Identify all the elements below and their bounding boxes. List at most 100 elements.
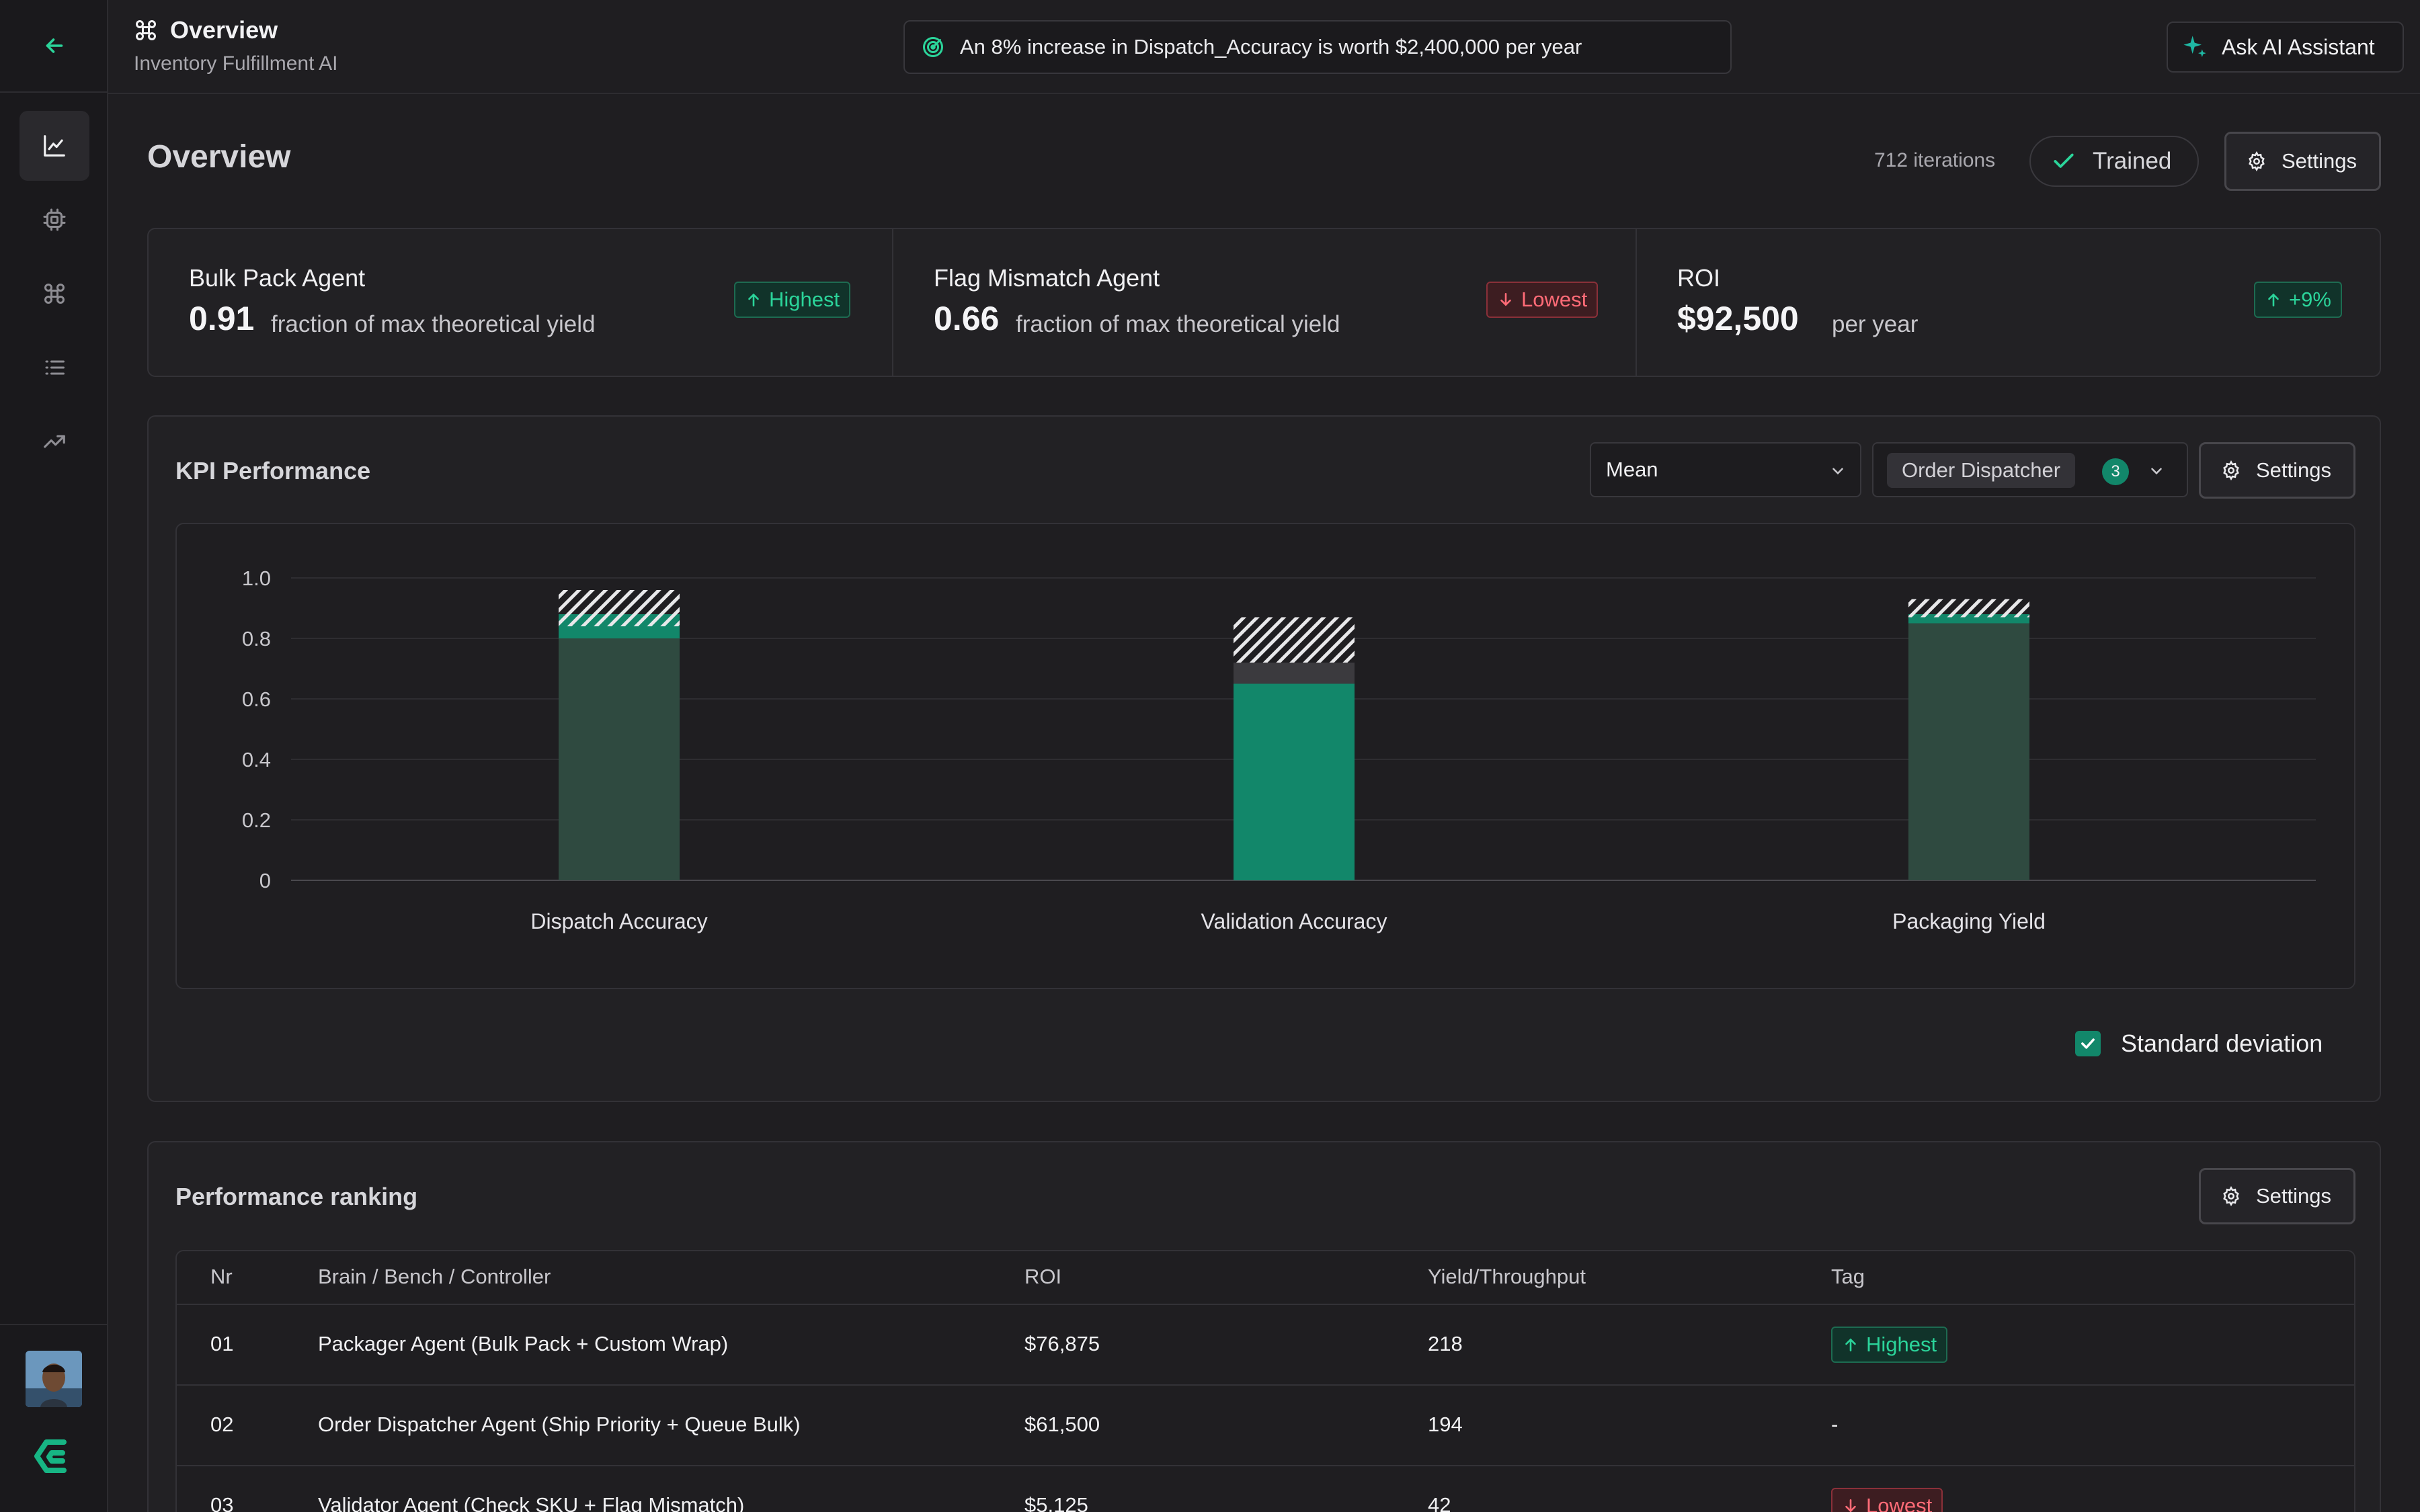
x-category-label: Validation Accuracy — [1201, 909, 1387, 933]
gear-icon — [2223, 1186, 2239, 1206]
stddev-checkbox[interactable] — [2075, 1031, 2101, 1056]
column-header-roi[interactable]: ROI — [1024, 1265, 1062, 1288]
settings-label: Settings — [2256, 1184, 2332, 1208]
stat-unit: fraction of max theoretical yield — [271, 311, 596, 337]
column-header-name[interactable]: Brain / Bench / Controller — [318, 1265, 551, 1288]
app-title: Overview — [134, 16, 278, 44]
row-nr: 01 — [210, 1332, 234, 1355]
badge-label: Lowest — [1521, 288, 1588, 311]
chip-icon — [43, 208, 65, 231]
table-row[interactable]: 01 Packager Agent (Bulk Pack + Custom Wr… — [177, 1305, 2354, 1386]
row-tag: - — [1831, 1413, 1839, 1436]
sparkle-icon — [2183, 36, 2206, 57]
check-icon — [2081, 1038, 2095, 1049]
row-yield: 42 — [1428, 1493, 1451, 1512]
bar-stddev-upper — [1908, 599, 2029, 614]
tag-label: Lowest — [1866, 1494, 1933, 1512]
target-icon — [923, 37, 943, 57]
x-category-label: Dispatch Accuracy — [530, 909, 707, 933]
kpi-bar-chart: 0 0.2 0.4 0.6 0.8 1.0 Dispatch Accuracy Validat… — [242, 566, 2316, 933]
row-name: Validator Agent (Check SKU + Flag Mismat… — [318, 1493, 745, 1512]
list-icon — [45, 360, 65, 375]
bar-accent — [559, 626, 680, 638]
column-header-tag[interactable]: Tag — [1831, 1265, 1865, 1288]
settings-label: Settings — [2256, 458, 2332, 482]
sidebar-item-components[interactable] — [19, 259, 89, 329]
y-tick-label: 0 — [259, 869, 271, 892]
bar-stddev-upper — [559, 590, 680, 614]
y-tick-label: 0.6 — [242, 687, 271, 711]
lowest-tag: Lowest — [1831, 1488, 1943, 1512]
sidebar-item-list[interactable] — [19, 333, 89, 403]
gear-icon — [2223, 460, 2239, 480]
command-icon — [44, 284, 65, 304]
y-tick-label: 0.4 — [242, 748, 271, 771]
chevron-down-icon — [2151, 468, 2162, 475]
sidebar-item-models[interactable] — [19, 185, 89, 255]
avatar[interactable] — [26, 1351, 82, 1407]
line-chart-icon — [43, 135, 65, 157]
badge-label: +9% — [2289, 288, 2331, 311]
ask-ai-label: Ask AI Assistant — [2222, 34, 2375, 59]
bar-base — [559, 638, 680, 880]
stat-card-roi: ROI $92,500 per year +9% — [1636, 229, 2380, 376]
row-name: Order Dispatcher Agent (Ship Priority + … — [318, 1413, 801, 1436]
roi-change-badge: +9% — [2254, 282, 2342, 318]
arrow-up-icon — [1845, 1338, 1856, 1351]
sidebar-item-overview[interactable] — [19, 111, 89, 181]
header-settings-button[interactable]: Settings — [2224, 132, 2381, 191]
row-roi: $5,125 — [1024, 1493, 1088, 1512]
bar-stddev-lower — [1234, 663, 1355, 684]
column-header-yield[interactable]: Yield/Throughput — [1428, 1265, 1586, 1288]
agent-chip[interactable]: Order Dispatcher — [1887, 453, 2076, 488]
row-roi: $61,500 — [1024, 1413, 1100, 1436]
row-name: Packager Agent (Bulk Pack + Custom Wrap) — [318, 1332, 729, 1355]
chevron-down-icon — [1832, 468, 1843, 475]
ranking-settings-button[interactable]: Settings — [2199, 1168, 2355, 1224]
logo-icon — [34, 1439, 67, 1473]
tag-label: Highest — [1866, 1333, 1937, 1356]
back-button[interactable] — [0, 0, 108, 93]
aggregate-select[interactable]: Mean — [1590, 442, 1861, 497]
ask-ai-button[interactable]: Ask AI Assistant — [2167, 22, 2404, 73]
user-avatar-icon — [26, 1351, 82, 1407]
stat-label: Flag Mismatch Agent — [934, 264, 1160, 292]
agent-filter-select[interactable]: Order Dispatcher 3 — [1872, 442, 2188, 497]
arrow-down-icon — [1500, 293, 1511, 306]
ranking-table: Nr Brain / Bench / Controller ROI Yield/… — [175, 1250, 2355, 1512]
stat-value: 0.91 — [189, 300, 255, 337]
stddev-label: Standard deviation — [2121, 1030, 2323, 1057]
aggregate-value: Mean — [1606, 458, 1658, 481]
row-nr: 03 — [210, 1493, 234, 1512]
stddev-toggle[interactable]: Standard deviation — [2075, 1030, 2323, 1058]
row-yield: 218 — [1428, 1332, 1463, 1355]
stat-unit: fraction of max theoretical yield — [1016, 311, 1340, 337]
stat-value: $92,500 — [1677, 300, 1799, 337]
bar-stddev-lower — [1908, 614, 2029, 618]
y-tick-label: 1.0 — [242, 566, 271, 590]
stat-card-flag-mismatch: Flag Mismatch Agent 0.66 fraction of max… — [892, 229, 1636, 376]
app-subtitle: Inventory Fulfillment AI — [134, 52, 338, 75]
column-header-nr[interactable]: Nr — [210, 1265, 233, 1288]
kpi-panel: KPI Performance Mean Order Dispatcher 3 … — [147, 415, 2381, 1102]
ranking-panel: Performance ranking Settings Nr Brain / … — [147, 1141, 2381, 1512]
y-tick-label: 0.8 — [242, 627, 271, 650]
sidebar — [0, 0, 108, 1512]
kpi-title: KPI Performance — [175, 457, 371, 485]
sidebar-item-trends[interactable] — [19, 407, 89, 476]
insight-banner-text: An 8% increase in Dispatch_Accuracy is w… — [960, 35, 1582, 58]
agent-count-badge: 3 — [2102, 458, 2129, 485]
arrow-up-icon — [748, 293, 759, 306]
gear-icon — [2249, 151, 2265, 171]
table-row[interactable]: 02 Order Dispatcher Agent (Ship Priority… — [177, 1386, 2354, 1466]
stat-cards: Bulk Pack Agent 0.91 fraction of max the… — [147, 228, 2381, 377]
lowest-badge: Lowest — [1486, 282, 1599, 318]
insight-banner: An 8% increase in Dispatch_Accuracy is w… — [903, 20, 1732, 74]
ranking-title: Performance ranking — [175, 1183, 418, 1210]
highest-tag: Highest — [1831, 1327, 1948, 1363]
x-category-label: Packaging Yield — [1892, 909, 2046, 933]
kpi-settings-button[interactable]: Settings — [2199, 442, 2355, 499]
check-icon — [2054, 153, 2074, 168]
table-row[interactable]: 03 Validator Agent (Check SKU + Flag Mis… — [177, 1466, 2354, 1512]
